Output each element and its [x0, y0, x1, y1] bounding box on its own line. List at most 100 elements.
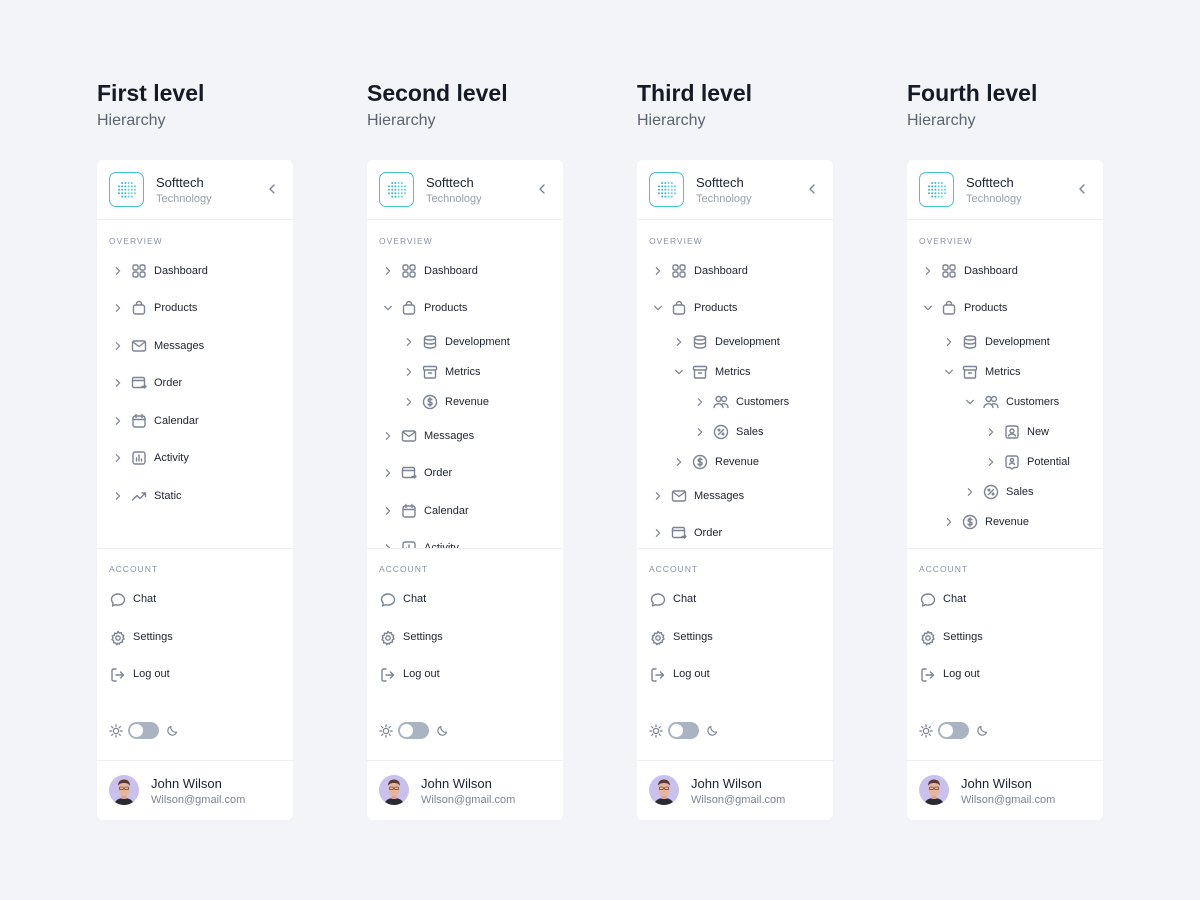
chevron-down-icon[interactable] — [674, 367, 684, 377]
nav-item-calendar[interactable]: Calendar — [97, 402, 293, 440]
chevron-right-icon[interactable] — [944, 517, 954, 527]
chevron-right-icon[interactable] — [383, 431, 393, 441]
chevron-right-icon[interactable] — [113, 453, 123, 463]
nav-item-products[interactable]: Products — [637, 290, 833, 328]
overview-nav[interactable]: OVERVIEW Dashboard Products Messages Order Ca… — [97, 221, 293, 548]
nav-item-static[interactable]: Static — [97, 477, 293, 515]
chevron-right-icon[interactable] — [695, 397, 705, 407]
account-item-chat[interactable]: Chat — [367, 590, 563, 610]
chevron-right-icon[interactable] — [113, 341, 123, 351]
nav-item-calendar[interactable]: Calendar — [367, 492, 563, 530]
chevron-right-icon[interactable] — [986, 457, 996, 467]
account-item-settings[interactable]: Settings — [97, 628, 293, 648]
user-profile[interactable]: John Wilson Wilson@gmail.com — [907, 760, 1103, 820]
nav-item-customers[interactable]: Customers — [907, 387, 1103, 417]
user-profile[interactable]: John Wilson Wilson@gmail.com — [367, 760, 563, 820]
nav-item-sales[interactable]: Sales — [907, 477, 1103, 507]
nav-item-revenue[interactable]: Revenue — [637, 447, 833, 477]
chevron-right-icon[interactable] — [923, 266, 933, 276]
account-item-settings[interactable]: Settings — [907, 628, 1103, 648]
chevron-down-icon[interactable] — [383, 303, 393, 313]
theme-toggle[interactable] — [668, 722, 699, 739]
collapse-sidebar-button[interactable] — [805, 182, 819, 196]
account-item-settings[interactable]: Settings — [367, 628, 563, 648]
nav-item-products[interactable]: Products — [907, 290, 1103, 328]
account-item-settings[interactable]: Settings — [637, 628, 833, 648]
account-item-log-out[interactable]: Log out — [637, 665, 833, 685]
overview-nav[interactable]: OVERVIEW Dashboard Products Development Metr… — [367, 221, 563, 548]
chevron-right-icon[interactable] — [383, 266, 393, 276]
chevron-right-icon[interactable] — [404, 367, 414, 377]
account-item-chat[interactable]: Chat — [637, 590, 833, 610]
nav-item-order[interactable]: Order — [367, 455, 563, 493]
chevron-down-icon[interactable] — [965, 397, 975, 407]
nav-item-label: Dashboard — [694, 264, 748, 277]
nav-item-customers[interactable]: Customers — [637, 387, 833, 417]
nav-item-dashboard[interactable]: Dashboard — [97, 252, 293, 290]
nav-item-metrics[interactable]: Metrics — [637, 357, 833, 387]
chevron-right-icon[interactable] — [674, 337, 684, 347]
chevron-right-icon[interactable] — [944, 337, 954, 347]
nav-item-metrics[interactable]: Metrics — [367, 357, 563, 387]
theme-toggle[interactable] — [128, 722, 159, 739]
account-item-log-out[interactable]: Log out — [907, 665, 1103, 685]
chevron-right-icon[interactable] — [383, 468, 393, 478]
theme-toggle[interactable] — [938, 722, 969, 739]
chevron-right-icon[interactable] — [986, 427, 996, 437]
nav-item-activity[interactable]: Activity — [367, 530, 563, 548]
chevron-down-icon[interactable] — [653, 303, 663, 313]
nav-item-activity[interactable]: Activity — [97, 440, 293, 478]
nav-item-development[interactable]: Development — [367, 327, 563, 357]
chevron-right-icon[interactable] — [113, 378, 123, 388]
overview-nav[interactable]: OVERVIEW Dashboard Products Development Metr… — [637, 221, 833, 548]
chevron-right-icon[interactable] — [674, 457, 684, 467]
nav-item-label: Customers — [1006, 396, 1060, 408]
chevron-right-icon[interactable] — [113, 491, 123, 501]
account-item-log-out[interactable]: Log out — [367, 665, 563, 685]
chat-icon — [650, 592, 666, 608]
theme-toggle[interactable] — [398, 722, 429, 739]
nav-item-order[interactable]: Order — [637, 515, 833, 549]
nav-item-development[interactable]: Development — [907, 327, 1103, 357]
nav-item-new[interactable]: New — [907, 417, 1103, 447]
chevron-right-icon[interactable] — [113, 266, 123, 276]
nav-item-potential[interactable]: Potential — [907, 447, 1103, 477]
collapse-sidebar-button[interactable] — [265, 182, 279, 196]
chevron-right-icon[interactable] — [965, 487, 975, 497]
chevron-right-icon[interactable] — [113, 303, 123, 313]
nav-item-messages[interactable]: Messages — [637, 477, 833, 515]
chevron-right-icon[interactable] — [404, 397, 414, 407]
nav-item-development[interactable]: Development — [637, 327, 833, 357]
nav-item-products[interactable]: Products — [367, 290, 563, 328]
chevron-right-icon[interactable] — [404, 337, 414, 347]
chevron-down-icon[interactable] — [944, 367, 954, 377]
chevron-right-icon[interactable] — [653, 266, 663, 276]
user-profile[interactable]: John Wilson Wilson@gmail.com — [97, 760, 293, 820]
collapse-sidebar-button[interactable] — [535, 182, 549, 196]
overview-nav[interactable]: OVERVIEW Dashboard Products Development Metr… — [907, 221, 1103, 548]
chevron-right-icon[interactable] — [653, 528, 663, 538]
nav-item-products[interactable]: Products — [97, 290, 293, 328]
nav-item-revenue[interactable]: Revenue — [367, 387, 563, 417]
nav-item-sales[interactable]: Sales — [637, 417, 833, 447]
account-item-chat[interactable]: Chat — [907, 590, 1103, 610]
chevron-right-icon[interactable] — [383, 506, 393, 516]
user-profile[interactable]: John Wilson Wilson@gmail.com — [637, 760, 833, 820]
account-item-log-out[interactable]: Log out — [97, 665, 293, 685]
account-item-chat[interactable]: Chat — [97, 590, 293, 610]
collapse-sidebar-button[interactable] — [1075, 182, 1089, 196]
chevron-right-icon[interactable] — [695, 427, 705, 437]
nav-item-messages[interactable]: Messages — [367, 417, 563, 455]
nav-item-metrics[interactable]: Metrics — [907, 357, 1103, 387]
nav-item-order[interactable]: Order — [97, 365, 293, 403]
chevron-down-icon[interactable] — [923, 303, 933, 313]
nav-item-dashboard[interactable]: Dashboard — [907, 252, 1103, 290]
column-subtitle: Hierarchy — [637, 112, 706, 129]
chevron-right-icon[interactable] — [113, 416, 123, 426]
chevron-right-icon[interactable] — [653, 491, 663, 501]
nav-item-dashboard[interactable]: Dashboard — [367, 252, 563, 290]
nav-item-dashboard[interactable]: Dashboard — [637, 252, 833, 290]
chevron-right-icon[interactable] — [383, 543, 393, 548]
nav-item-messages[interactable]: Messages — [97, 327, 293, 365]
nav-item-revenue[interactable]: Revenue — [907, 507, 1103, 537]
